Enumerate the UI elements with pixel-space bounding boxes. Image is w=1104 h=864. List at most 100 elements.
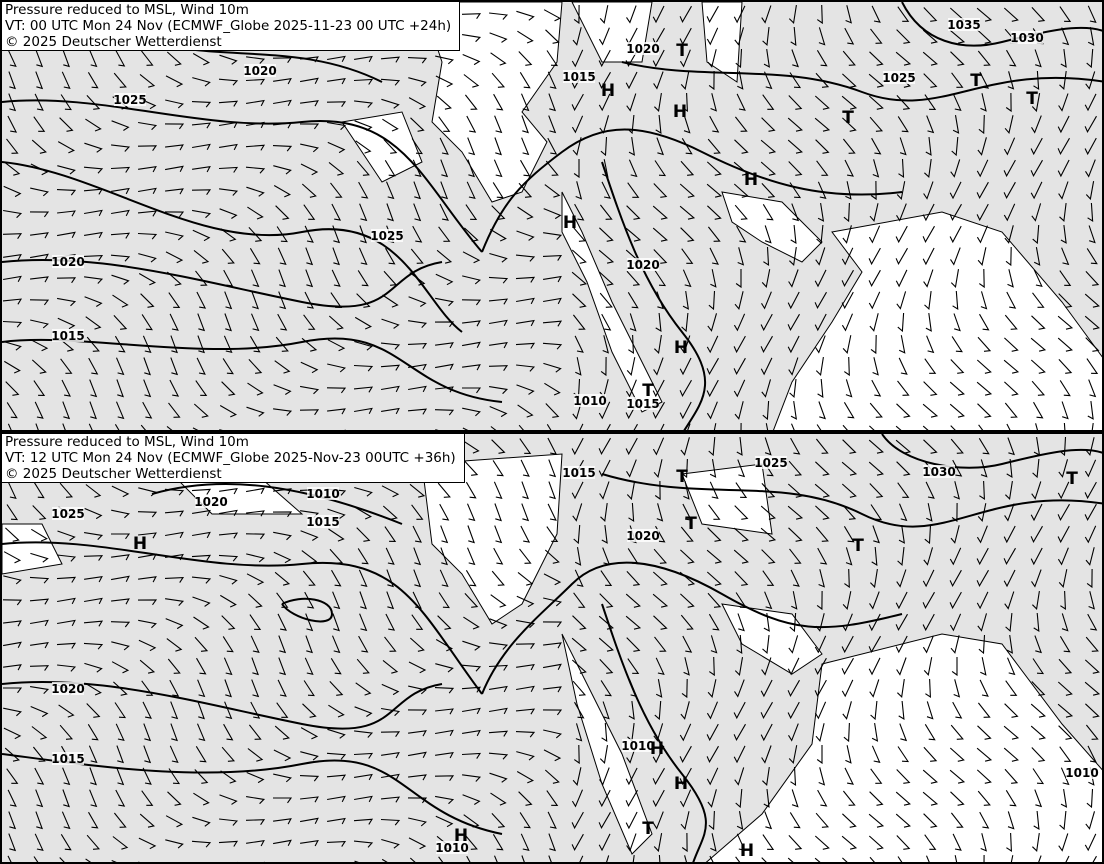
isobar-label: 1010	[435, 841, 468, 855]
wind-barb	[1057, 481, 1070, 500]
wind-barb	[897, 312, 905, 333]
wind-barb	[1085, 703, 1100, 718]
wind-barb	[652, 379, 665, 398]
wind-barb	[706, 183, 723, 198]
wind-barb	[246, 487, 265, 495]
wind-barb	[899, 137, 907, 156]
wind-barb	[274, 360, 291, 374]
wind-barb	[814, 835, 830, 850]
wind-barb	[952, 833, 962, 851]
wind-barb	[1003, 359, 1020, 374]
wind-barb	[327, 408, 346, 415]
wind-barb	[679, 401, 692, 420]
wind-barb	[1092, 855, 1097, 862]
wind-barb	[652, 789, 665, 808]
wind-barb	[57, 231, 76, 239]
wind-barb	[626, 205, 641, 220]
wind-barb	[191, 122, 212, 129]
wind-barb	[354, 55, 373, 63]
wind-barb	[192, 209, 212, 219]
wind-barb	[548, 833, 556, 852]
wind-barb	[384, 636, 397, 652]
wind-barb	[950, 359, 965, 374]
low-pressure-marker: T	[642, 819, 654, 839]
wind-barb	[440, 525, 449, 544]
wind-barb	[841, 835, 858, 850]
wind-barb	[8, 811, 17, 830]
wind-barb	[489, 386, 509, 395]
wind-barb	[653, 249, 668, 264]
wind-barb	[572, 503, 583, 522]
wind-barb	[169, 679, 180, 697]
wind-barb	[169, 313, 179, 331]
wind-barb	[626, 833, 637, 852]
wind-barb	[113, 681, 128, 696]
wind-barb	[734, 571, 749, 586]
wind-barb	[138, 187, 157, 195]
wind-barb	[57, 597, 76, 605]
wind-barb	[5, 381, 20, 396]
wind-barb	[788, 460, 803, 476]
wind-barb	[898, 700, 905, 721]
wind-barb	[788, 835, 803, 850]
wind-barb	[573, 4, 580, 25]
wind-barb	[599, 481, 610, 500]
wind-barb	[6, 138, 19, 154]
wind-barb	[57, 141, 76, 154]
low-pressure-marker: T	[1026, 89, 1038, 109]
wind-barb	[814, 291, 827, 310]
wind-barb	[952, 701, 963, 719]
wind-barb	[1084, 525, 1097, 544]
wind-barb	[1030, 359, 1046, 374]
wind-barb	[462, 407, 481, 417]
wind-barb	[1030, 703, 1046, 718]
wind-barb	[166, 51, 182, 66]
wind-barb	[515, 276, 536, 283]
wind-barb	[327, 508, 346, 519]
wind-barb	[869, 402, 883, 418]
wind-barb	[435, 273, 454, 286]
wind-barb	[327, 55, 346, 63]
sea-area	[701, 2, 743, 83]
wind-barb	[735, 482, 748, 498]
wind-barb	[277, 613, 287, 631]
wind-barb	[196, 357, 206, 375]
wind-barb	[602, 547, 611, 566]
isobar-label: 1010	[621, 739, 654, 753]
wind-barb	[817, 203, 825, 222]
wind-barb	[2, 298, 23, 305]
wind-barb	[1087, 745, 1097, 763]
wind-barb	[515, 731, 536, 738]
wind-barb	[62, 789, 70, 808]
wind-barb	[654, 636, 667, 652]
wind-barb	[251, 291, 259, 310]
wind-barb	[1003, 547, 1016, 566]
isobar	[2, 681, 443, 730]
wind-barb	[949, 613, 962, 632]
wind-barb	[304, 225, 314, 243]
wind-barb	[598, 811, 611, 830]
wind-barb	[327, 141, 346, 154]
wind-barb	[381, 98, 400, 109]
wind-barb	[546, 790, 559, 806]
wind-barb	[192, 229, 211, 242]
wind-barb	[601, 722, 608, 743]
wind-barb	[815, 139, 830, 154]
wind-barb	[4, 161, 21, 176]
wind-barb	[815, 812, 830, 828]
wind-barb	[1084, 681, 1101, 696]
isobar	[621, 61, 1102, 102]
wind-barb	[895, 591, 908, 610]
wind-barb	[111, 274, 130, 285]
wind-barb	[548, 481, 556, 500]
wind-barb	[332, 591, 341, 610]
wind-barb	[3, 707, 22, 717]
wind-barb	[493, 159, 503, 178]
high-pressure-marker: H	[601, 81, 615, 101]
wind-barb	[1005, 92, 1012, 113]
wind-barb	[1004, 314, 1018, 330]
wind-barb	[600, 136, 608, 157]
wind-barb	[439, 203, 449, 221]
wind-barb	[1003, 569, 1016, 588]
